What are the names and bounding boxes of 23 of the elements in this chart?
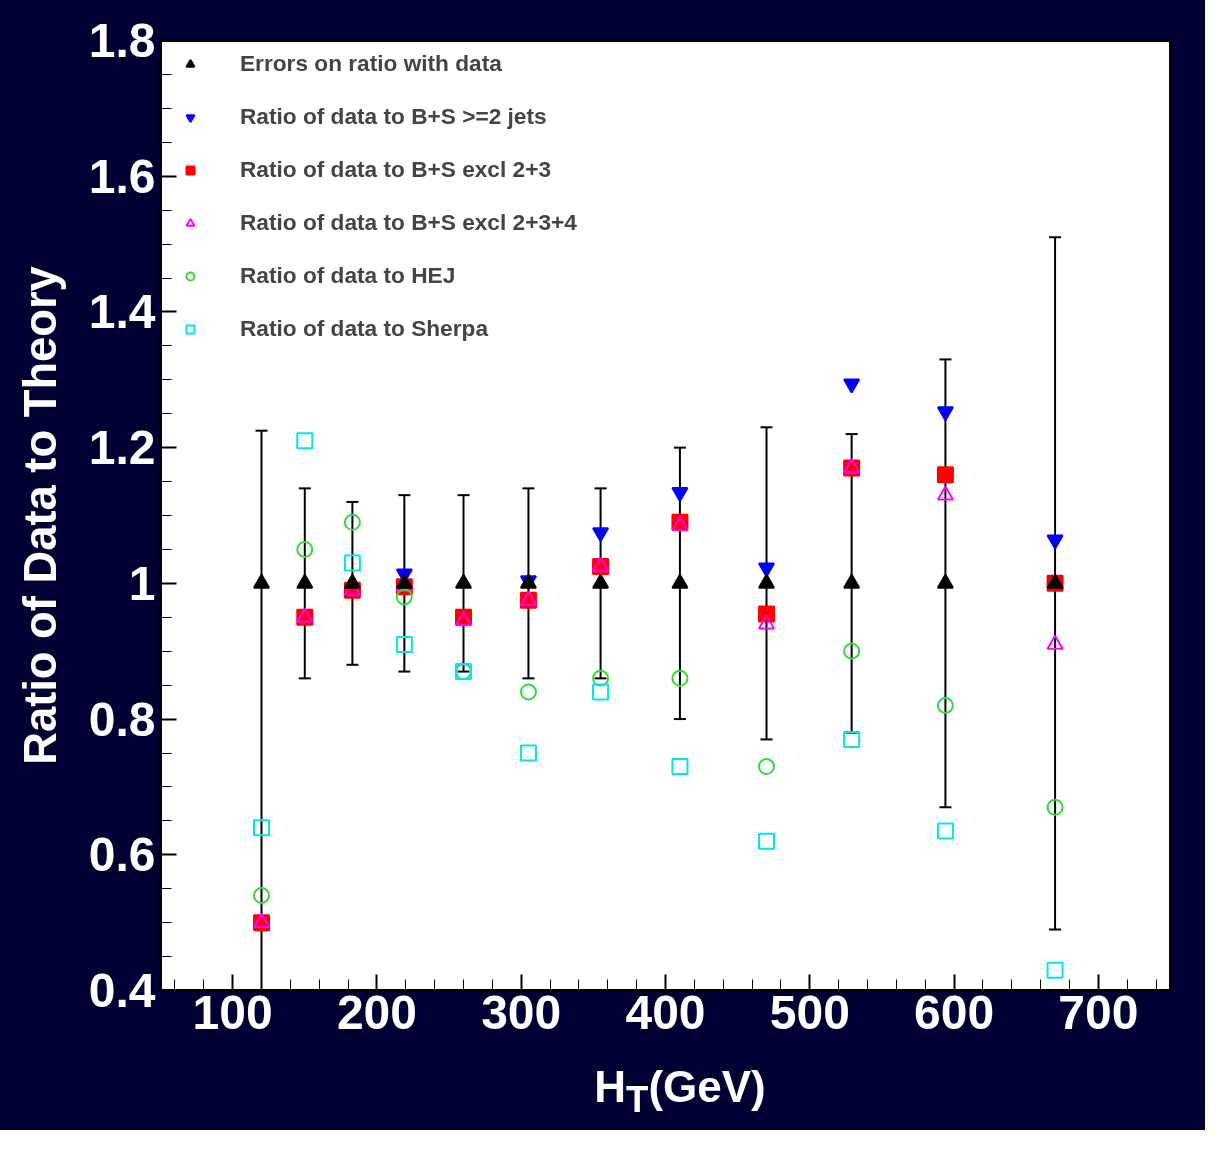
legend-label: Ratio of data to B+S >=2 jets	[240, 103, 547, 130]
x-tick-label: 400	[625, 985, 706, 1039]
y-tick-label: 1.4	[88, 285, 156, 339]
x-tick-label: 300	[481, 985, 562, 1039]
x-tick-label: 600	[914, 985, 995, 1039]
x-tick-label: 500	[769, 985, 850, 1039]
x-tick-label: 700	[1058, 985, 1139, 1039]
y-tick-label: 0.6	[88, 828, 156, 882]
y-tick-label: 0.8	[88, 692, 156, 746]
y-tick-label: 0.4	[88, 964, 156, 1017]
x-tick-label: 200	[336, 985, 417, 1039]
legend-label: Ratio of data to Sherpa	[240, 315, 488, 342]
y-axis-title: Ratio of Data to Theory	[14, 266, 66, 765]
legend-label: Ratio of data to HEJ	[240, 262, 456, 289]
x-tick-label: 100	[192, 985, 273, 1039]
legend-label: Ratio of data to B+S excl 2+3	[240, 156, 551, 183]
legend-label: Ratio of data to B+S excl 2+3+4	[240, 209, 577, 236]
x-axis-title: H$_{T}$(GeV)	[594, 1062, 766, 1122]
y-tick-label: 1	[128, 556, 156, 610]
y-tick-label: 1.8	[88, 14, 156, 67]
y-tick-label: 1.6	[88, 149, 156, 203]
legend-label: Errors on ratio with data	[240, 50, 502, 77]
y-tick-label: 1.2	[88, 421, 156, 475]
